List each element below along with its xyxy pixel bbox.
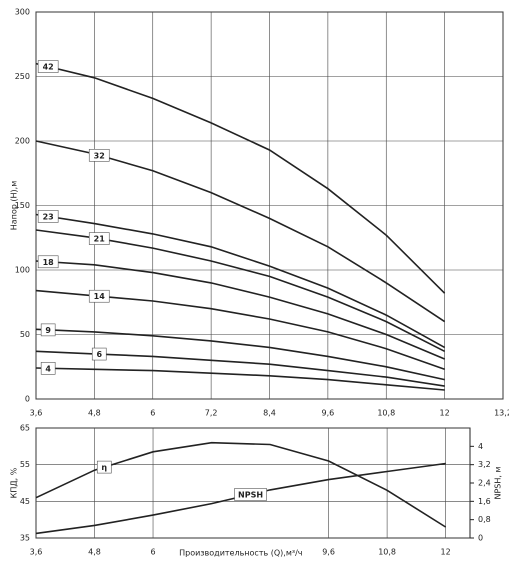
series-line <box>35 62 446 294</box>
x-tick-label: 13,2 <box>494 409 509 418</box>
x-tick-label: 4,8 <box>88 548 101 557</box>
y-tick-label: 0 <box>25 395 30 404</box>
series-label-box <box>40 362 56 375</box>
series-line <box>35 260 445 360</box>
series-label-box <box>88 148 110 162</box>
y-tick-label: 300 <box>15 8 30 17</box>
y2-tick-label: 2,4 <box>478 479 491 488</box>
series-label-box <box>40 323 56 337</box>
x-tick-label: 10,8 <box>378 548 396 557</box>
series-label: 6 <box>96 350 102 359</box>
series-label: 42 <box>43 63 54 72</box>
series-label-box <box>37 210 59 223</box>
x-tick-label: 9,6 <box>322 548 335 557</box>
series-label: 21 <box>94 235 106 244</box>
series-line <box>35 328 445 381</box>
x-tick-label: 6 <box>150 409 155 418</box>
x-axis-label: Производительность (Q),м³/ч <box>179 549 302 558</box>
y-axis-label: КПД, % <box>10 467 19 498</box>
y-tick-label: 35 <box>20 534 30 543</box>
series-label: 23 <box>43 212 54 221</box>
y-tick-label: 250 <box>15 72 30 81</box>
series-line <box>35 367 445 391</box>
x-tick-label: 8,4 <box>263 409 276 418</box>
series-label-box <box>234 488 267 501</box>
x-tick-label: 4,8 <box>88 409 101 418</box>
series-label-box <box>37 255 59 269</box>
y-tick-label: 55 <box>20 460 30 469</box>
y2-tick-label: 0,8 <box>478 515 491 524</box>
series-label-box <box>96 460 112 474</box>
x-tick-label: 3,6 <box>30 409 43 418</box>
x-tick-label: 7,2 <box>205 409 218 418</box>
x-tick-label: 6 <box>150 548 155 557</box>
y-axis-label: Напор (H),м <box>10 181 19 231</box>
y2-tick-label: 3,2 <box>478 460 491 469</box>
series-line <box>35 441 447 528</box>
x-tick-label: 12 <box>440 409 450 418</box>
x-tick-label: 3,6 <box>30 548 43 557</box>
series-label: NPSH <box>238 490 263 499</box>
x-tick-label: 10,8 <box>377 409 395 418</box>
series-label: 18 <box>43 258 55 267</box>
y-tick-label: 150 <box>15 201 30 210</box>
series-label-box <box>91 347 107 361</box>
y-tick-label: 65 <box>20 424 30 433</box>
x-tick-label: 9,6 <box>322 409 335 418</box>
y2-tick-label: 1,6 <box>478 497 491 506</box>
series-label: 32 <box>94 151 105 160</box>
series-label: 4 <box>45 364 51 373</box>
series-label: 9 <box>45 326 51 335</box>
y2-axis-label: NPSH, м <box>494 466 503 499</box>
series-line <box>35 213 445 349</box>
y-tick-label: 50 <box>20 330 30 339</box>
x-tick-label: 12 <box>441 548 451 557</box>
series-label: η <box>101 463 107 472</box>
series-label-box <box>37 60 59 73</box>
y2-tick-label: 4 <box>478 442 483 451</box>
y-tick-label: 45 <box>20 497 30 506</box>
series-label-box <box>88 232 110 245</box>
series-label: 14 <box>94 292 106 301</box>
series-label-box <box>88 289 110 303</box>
y-tick-label: 100 <box>15 266 30 275</box>
y2-tick-label: 0 <box>478 534 483 543</box>
y-tick-label: 200 <box>15 137 30 146</box>
